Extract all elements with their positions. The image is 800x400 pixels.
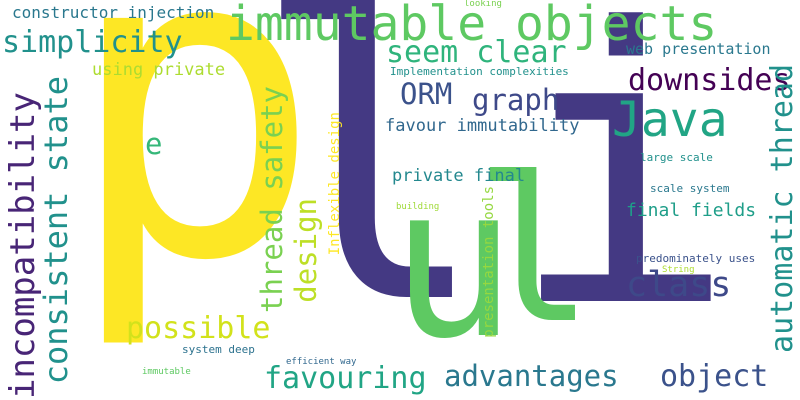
- word-web-presentation: web presentation: [626, 40, 771, 58]
- word-class: class: [626, 265, 732, 305]
- word-design: design: [289, 198, 323, 303]
- word-advantages: advantages: [444, 359, 619, 393]
- word-private-final: private final: [392, 166, 526, 186]
- word-system-deep: system deep: [182, 343, 255, 356]
- word-u: u: [390, 140, 517, 385]
- word-presentation-tools: presentation tools: [481, 186, 497, 338]
- word-building: building: [396, 202, 440, 212]
- word-favouring: favouring: [264, 361, 427, 396]
- word-string: String: [662, 265, 695, 275]
- word-l-large: l: [250, 0, 491, 392]
- word-looking: looking: [464, 0, 502, 9]
- word-p: p: [64, 0, 323, 355]
- word-e: e: [145, 127, 163, 161]
- word-l-small: l: [474, 135, 595, 368]
- word-scale-system: scale system: [650, 182, 730, 195]
- word-graph: graph: [472, 83, 560, 117]
- word-seem-clear: seem clear: [386, 35, 567, 70]
- word-thread-safety: thread safety: [255, 86, 289, 313]
- word-large-scale: large scale: [640, 151, 713, 164]
- word-downsides: downsides: [628, 63, 791, 98]
- word-simplicity: simplicity: [2, 25, 183, 60]
- word-using-private: using private: [92, 60, 226, 80]
- word-inflexible-design: Inflexible design: [327, 112, 343, 256]
- word-possible: possible: [126, 311, 271, 346]
- word-constructor-injection: constructor injection: [12, 3, 215, 22]
- word-consistent-state: consistent state: [37, 76, 75, 385]
- word-immutable: immutable: [142, 367, 191, 377]
- word-java: Java: [612, 92, 728, 148]
- word-favour-immutability: favour immutability: [385, 116, 580, 136]
- word-i: i: [508, 0, 737, 391]
- word-incompatibility: incompatibility: [3, 92, 43, 400]
- word-efficient-way: efficient way: [286, 357, 357, 367]
- word-final-fields: final fields: [626, 200, 757, 221]
- word-predominately-uses: predominately uses: [636, 252, 756, 265]
- word-orm: ORM: [400, 77, 453, 111]
- word-implementation-complexities: Implementation complexities: [390, 65, 569, 78]
- word-object: object: [660, 359, 769, 394]
- word-automatic-thread: automatic thread: [765, 64, 800, 353]
- word-immutable-objects: immutable objects: [226, 0, 718, 52]
